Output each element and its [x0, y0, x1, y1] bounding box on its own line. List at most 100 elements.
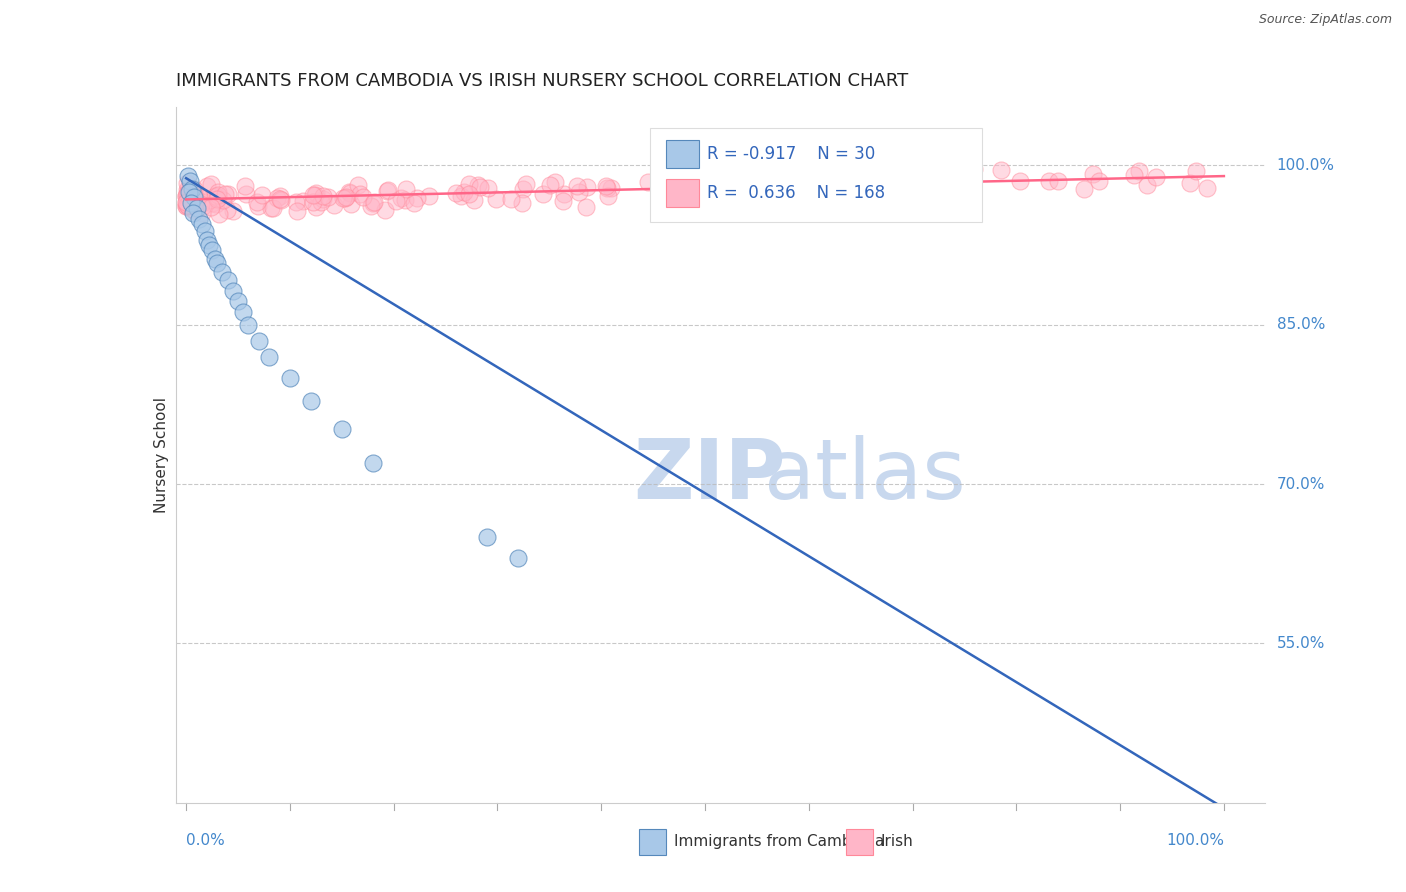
Point — [1184, 164, 1206, 178]
Point — [595, 179, 617, 194]
Point — [775, 177, 797, 191]
Point — [858, 177, 880, 191]
Point — [174, 199, 197, 213]
Point — [870, 183, 893, 197]
Text: 70.0%: 70.0% — [1277, 476, 1324, 491]
Point — [177, 181, 200, 195]
Point — [499, 192, 522, 206]
Text: 100.0%: 100.0% — [1166, 833, 1223, 848]
Text: ZIP: ZIP — [633, 435, 786, 516]
Point — [180, 195, 202, 210]
Point — [576, 180, 599, 194]
Point — [305, 200, 328, 214]
Point — [699, 182, 721, 196]
Point — [176, 191, 198, 205]
Point — [246, 194, 269, 209]
Point — [183, 206, 205, 220]
Point — [1195, 181, 1218, 195]
Point — [361, 456, 384, 470]
Point — [697, 176, 720, 190]
Point — [259, 202, 281, 216]
Point — [183, 190, 205, 204]
Point — [177, 188, 200, 202]
Point — [177, 194, 200, 209]
Point — [266, 191, 288, 205]
Point — [179, 191, 201, 205]
Point — [761, 181, 783, 195]
Point — [179, 185, 201, 199]
Point — [596, 180, 619, 194]
Point — [177, 198, 200, 212]
Point — [538, 178, 561, 192]
Text: R =  0.636    N = 168: R = 0.636 N = 168 — [707, 184, 886, 202]
Point — [531, 187, 554, 202]
Text: 85.0%: 85.0% — [1277, 318, 1324, 333]
Point — [212, 193, 235, 207]
Point — [204, 189, 226, 203]
Point — [194, 224, 217, 238]
Point — [238, 318, 260, 332]
Point — [207, 191, 229, 205]
Point — [207, 188, 229, 202]
Point — [269, 189, 291, 203]
Point — [177, 169, 200, 183]
Point — [305, 186, 328, 200]
Point — [463, 193, 485, 207]
Point — [330, 422, 353, 436]
Point — [475, 530, 498, 544]
Point — [444, 186, 467, 200]
Point — [349, 186, 371, 201]
Point — [181, 189, 204, 203]
Point — [574, 200, 596, 214]
Point — [190, 217, 212, 231]
Point — [510, 195, 533, 210]
Point — [485, 192, 508, 206]
Point — [1010, 173, 1032, 187]
Point — [247, 199, 270, 213]
Point — [599, 180, 621, 194]
Point — [385, 194, 408, 209]
Point — [217, 186, 239, 201]
Point — [347, 178, 370, 193]
Point — [184, 196, 207, 211]
Point — [195, 233, 218, 247]
Point — [709, 183, 731, 197]
Y-axis label: Nursery School: Nursery School — [153, 397, 169, 513]
Point — [198, 238, 221, 252]
Point — [195, 178, 218, 193]
Point — [177, 185, 200, 199]
Point — [302, 187, 325, 202]
Point — [1128, 163, 1150, 178]
Point — [190, 197, 212, 211]
Point — [1144, 169, 1167, 184]
Point — [352, 190, 374, 204]
Text: Source: ZipAtlas.com: Source: ZipAtlas.com — [1258, 13, 1392, 27]
Text: 0.0%: 0.0% — [186, 833, 225, 848]
Point — [323, 198, 346, 212]
Point — [177, 198, 200, 212]
Point — [215, 202, 238, 217]
Point — [201, 244, 224, 258]
Point — [377, 183, 399, 197]
Point — [179, 174, 201, 188]
Point — [374, 203, 396, 218]
Point — [935, 168, 957, 182]
Point — [950, 175, 973, 189]
Point — [1073, 182, 1095, 196]
Point — [457, 177, 479, 191]
Point — [235, 186, 257, 201]
Point — [285, 194, 308, 209]
Point — [222, 203, 245, 218]
Point — [257, 350, 280, 364]
Point — [174, 199, 197, 213]
Text: R = -0.917    N = 30: R = -0.917 N = 30 — [707, 145, 876, 162]
Point — [301, 195, 323, 210]
Point — [724, 174, 747, 188]
Point — [226, 294, 249, 309]
Point — [207, 256, 229, 270]
Point — [406, 190, 429, 204]
Point — [191, 199, 214, 213]
Point — [450, 189, 472, 203]
Point — [174, 188, 197, 202]
Point — [232, 305, 254, 319]
